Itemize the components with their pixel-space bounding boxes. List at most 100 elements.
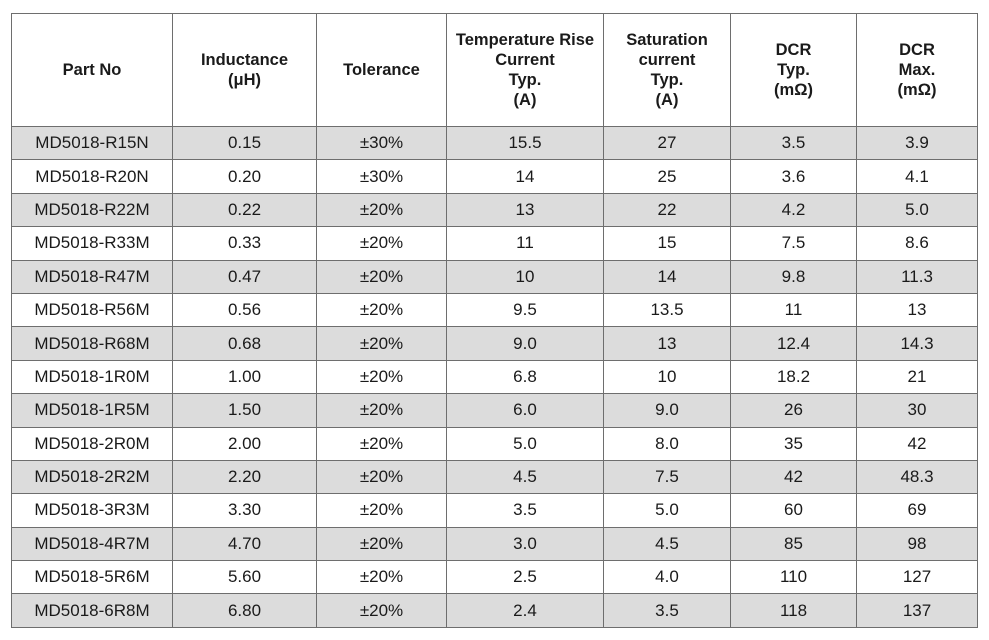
header-line: Typ. — [508, 71, 542, 89]
cell-saturation-current: 10 — [603, 359, 731, 395]
header-line: Max. — [898, 61, 936, 79]
cell-tolerance: ±30% — [316, 159, 447, 194]
cell-dcr-typ: 9.8 — [730, 259, 857, 294]
cell-temperature-rise-current: 14 — [446, 159, 604, 194]
header-temperature-rise-current: Temperature Rise Current Typ. (A) — [446, 13, 604, 127]
cell-saturation-current: 4.5 — [603, 526, 731, 562]
table-row: MD5018-R47M 0.47 ±20% 10 14 9.8 11.3 — [11, 259, 978, 294]
cell-inductance: 1.00 — [172, 359, 317, 395]
cell-tolerance: ±20% — [316, 493, 447, 528]
cell-tolerance: ±20% — [316, 459, 447, 495]
cell-dcr-max: 5.0 — [856, 192, 978, 228]
header-part-no: Part No — [11, 13, 173, 127]
cell-inductance: 0.47 — [172, 259, 317, 294]
cell-dcr-max: 8.6 — [856, 226, 978, 261]
cell-dcr-max: 137 — [856, 593, 978, 628]
table-row: MD5018-1R5M 1.50 ±20% 6.0 9.0 26 30 — [11, 393, 978, 428]
cell-dcr-max: 127 — [856, 560, 978, 595]
cell-dcr-max: 48.3 — [856, 459, 978, 495]
cell-saturation-current: 22 — [603, 192, 731, 228]
cell-inductance: 0.68 — [172, 326, 317, 361]
cell-part-no: MD5018-R56M — [11, 292, 173, 328]
cell-tolerance: ±20% — [316, 393, 447, 428]
cell-part-no: MD5018-R68M — [11, 326, 173, 361]
table-row: MD5018-2R2M 2.20 ±20% 4.5 7.5 42 48.3 — [11, 459, 978, 495]
table-row: MD5018-2R0M 2.00 ±20% 5.0 8.0 35 42 — [11, 426, 978, 461]
cell-tolerance: ±30% — [316, 125, 447, 161]
cell-tolerance: ±20% — [316, 192, 447, 228]
cell-tolerance: ±20% — [316, 259, 447, 294]
cell-saturation-current: 13.5 — [603, 292, 731, 328]
cell-inductance: 1.50 — [172, 393, 317, 428]
header-line: DCR — [899, 41, 935, 59]
header-line: (μH) — [228, 71, 261, 89]
cell-dcr-max: 13 — [856, 292, 978, 328]
cell-tolerance: ±20% — [316, 326, 447, 361]
cell-tolerance: ±20% — [316, 292, 447, 328]
table-row: MD5018-R22M 0.22 ±20% 13 22 4.2 5.0 — [11, 192, 978, 228]
cell-inductance: 5.60 — [172, 560, 317, 595]
cell-temperature-rise-current: 6.8 — [446, 359, 604, 395]
cell-part-no: MD5018-R33M — [11, 226, 173, 261]
cell-part-no: MD5018-R22M — [11, 192, 173, 228]
header-line: DCR — [775, 41, 812, 59]
cell-temperature-rise-current: 4.5 — [446, 459, 604, 495]
cell-dcr-max: 30 — [856, 393, 978, 428]
cell-saturation-current: 13 — [603, 326, 731, 361]
header-line: Part No — [62, 61, 122, 79]
cell-dcr-typ: 42 — [730, 459, 857, 495]
table-body: MD5018-R15N 0.15 ±30% 15.5 27 3.5 3.9 MD5018-R2… — [11, 125, 978, 628]
cell-temperature-rise-current: 2.4 — [446, 593, 604, 628]
table-row: MD5018-R20N 0.20 ±30% 14 25 3.6 4.1 — [11, 159, 978, 194]
cell-saturation-current: 5.0 — [603, 493, 731, 528]
cell-dcr-max: 3.9 — [856, 125, 978, 161]
cell-inductance: 0.56 — [172, 292, 317, 328]
table-row: MD5018-R33M 0.33 ±20% 11 15 7.5 8.6 — [11, 226, 978, 261]
cell-saturation-current: 15 — [603, 226, 731, 261]
cell-saturation-current: 3.5 — [603, 593, 731, 628]
header-line: Tolerance — [343, 61, 420, 79]
cell-dcr-typ: 60 — [730, 493, 857, 528]
cell-temperature-rise-current: 9.5 — [446, 292, 604, 328]
cell-temperature-rise-current: 10 — [446, 259, 604, 294]
cell-part-no: MD5018-4R7M — [11, 526, 173, 562]
cell-saturation-current: 25 — [603, 159, 731, 194]
cell-inductance: 0.15 — [172, 125, 317, 161]
cell-dcr-typ: 12.4 — [730, 326, 857, 361]
cell-part-no: MD5018-2R0M — [11, 426, 173, 461]
cell-tolerance: ±20% — [316, 560, 447, 595]
cell-dcr-max: 4.1 — [856, 159, 978, 194]
cell-saturation-current: 9.0 — [603, 393, 731, 428]
cell-dcr-max: 21 — [856, 359, 978, 395]
table-row: MD5018-R68M 0.68 ±20% 9.0 13 12.4 14.3 — [11, 326, 978, 361]
cell-inductance: 0.33 — [172, 226, 317, 261]
cell-saturation-current: 14 — [603, 259, 731, 294]
cell-saturation-current: 8.0 — [603, 426, 731, 461]
cell-dcr-typ: 85 — [730, 526, 857, 562]
cell-temperature-rise-current: 3.0 — [446, 526, 604, 562]
cell-saturation-current: 4.0 — [603, 560, 731, 595]
cell-tolerance: ±20% — [316, 226, 447, 261]
header-line: (A) — [655, 91, 679, 109]
header-inductance: Inductance (μH) — [172, 13, 317, 127]
cell-part-no: MD5018-5R6M — [11, 560, 173, 595]
cell-dcr-typ: 11 — [730, 292, 857, 328]
cell-dcr-max: 69 — [856, 493, 978, 528]
cell-part-no: MD5018-1R5M — [11, 393, 173, 428]
header-line: (mΩ) — [897, 81, 937, 99]
cell-tolerance: ±20% — [316, 526, 447, 562]
cell-temperature-rise-current: 9.0 — [446, 326, 604, 361]
table-row: MD5018-R56M 0.56 ±20% 9.5 13.5 11 13 — [11, 292, 978, 328]
cell-dcr-max: 11.3 — [856, 259, 978, 294]
cell-inductance: 6.80 — [172, 593, 317, 628]
header-line: Temperature Rise — [455, 31, 595, 49]
cell-inductance: 2.00 — [172, 426, 317, 461]
header-line: Saturation — [626, 31, 708, 49]
cell-temperature-rise-current: 13 — [446, 192, 604, 228]
table-row: MD5018-4R7M 4.70 ±20% 3.0 4.5 85 98 — [11, 526, 978, 562]
header-line: Typ. — [650, 71, 684, 89]
cell-part-no: MD5018-R15N — [11, 125, 173, 161]
cell-part-no: MD5018-3R3M — [11, 493, 173, 528]
table-row: MD5018-5R6M 5.60 ±20% 2.5 4.0 110 127 — [11, 560, 978, 595]
cell-dcr-typ: 35 — [730, 426, 857, 461]
